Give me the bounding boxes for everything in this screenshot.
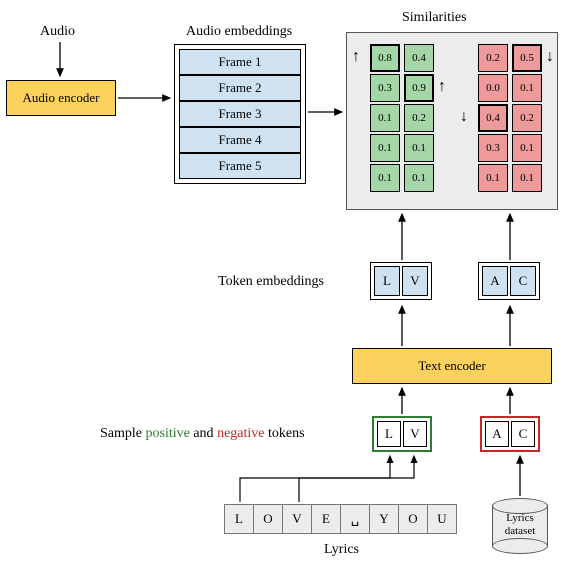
audio-embeddings-label: Audio embeddings	[186, 24, 292, 40]
lyrics-cell: U	[427, 504, 457, 534]
sim-green-col0: 0.80.30.10.10.1	[370, 44, 400, 192]
lyrics-cell: L	[224, 504, 254, 534]
sim-cell: 0.2	[512, 104, 542, 132]
audio-encoder-box: Audio encoder	[6, 80, 116, 116]
arrow-up-icon: ↑	[352, 48, 360, 66]
text-encoder-box: Text encoder	[352, 348, 552, 384]
sim-cell: 0.1	[512, 164, 542, 192]
frame-row: Frame 4	[179, 127, 301, 153]
lyrics-cell: Y	[369, 504, 399, 534]
text-encoder-text: Text encoder	[418, 358, 485, 374]
sim-cell: 0.1	[478, 164, 508, 192]
lyrics-row: LOVE␣YOU	[225, 504, 457, 534]
token-embeddings-label: Token embeddings	[218, 274, 324, 290]
sim-cell: 0.1	[404, 134, 434, 162]
sim-cell: 0.5	[512, 44, 542, 72]
sample-tokens-label: Sample positive and negative tokens	[100, 426, 370, 442]
lyrics-cell: O	[398, 504, 428, 534]
sim-cell: 0.1	[512, 134, 542, 162]
arrow-down-icon: ↓	[460, 108, 468, 126]
sim-cell: 0.2	[404, 104, 434, 132]
sim-cell: 0.2	[478, 44, 508, 72]
token-cell: V	[402, 266, 428, 296]
sim-cell: 0.4	[404, 44, 434, 72]
audio-embeddings-stack: Frame 1 Frame 2 Frame 3 Frame 4 Frame 5	[174, 44, 306, 184]
sample-cell: A	[485, 421, 509, 447]
token-cell: C	[510, 266, 536, 296]
sim-cell: 0.1	[370, 104, 400, 132]
audio-encoder-text: Audio encoder	[23, 90, 100, 106]
positive-pair: L V	[372, 416, 432, 452]
sample-cell: V	[403, 421, 427, 447]
sim-cell: 0.1	[512, 74, 542, 102]
lyrics-cell: E	[311, 504, 341, 534]
token-embeddings-right: A C	[478, 262, 540, 300]
sim-cell: 0.1	[404, 164, 434, 192]
token-cell: L	[374, 266, 400, 296]
lyrics-cell: O	[253, 504, 283, 534]
sim-red-col0: 0.20.00.40.30.1	[478, 44, 508, 192]
lyrics-dataset-cylinder: Lyrics dataset	[492, 498, 548, 554]
sim-cell: 0.1	[370, 134, 400, 162]
sim-cell: 0.1	[370, 164, 400, 192]
frame-row: Frame 5	[179, 153, 301, 179]
lyrics-label: Lyrics	[324, 542, 359, 558]
sim-green-col1: 0.40.90.20.10.1	[404, 44, 434, 192]
sim-cell: 0.9	[404, 74, 434, 102]
sim-red-col1: 0.50.10.20.10.1	[512, 44, 542, 192]
sim-cell: 0.3	[478, 134, 508, 162]
negative-pair: A C	[480, 416, 540, 452]
sample-cell: L	[377, 421, 401, 447]
arrow-down-icon: ↓	[546, 48, 554, 66]
token-embeddings-left: L V	[370, 262, 432, 300]
lyrics-cell: ␣	[340, 504, 370, 534]
similarities-label: Similarities	[402, 10, 467, 26]
frame-row: Frame 2	[179, 75, 301, 101]
sim-cell: 0.8	[370, 44, 400, 72]
token-cell: A	[482, 266, 508, 296]
audio-label: Audio	[40, 24, 75, 40]
arrow-up-icon: ↑	[438, 78, 446, 96]
lyrics-cell: V	[282, 504, 312, 534]
frame-row: Frame 1	[179, 49, 301, 75]
frame-row: Frame 3	[179, 101, 301, 127]
sample-cell: C	[511, 421, 535, 447]
sim-cell: 0.0	[478, 74, 508, 102]
sim-cell: 0.4	[478, 104, 508, 132]
sim-cell: 0.3	[370, 74, 400, 102]
